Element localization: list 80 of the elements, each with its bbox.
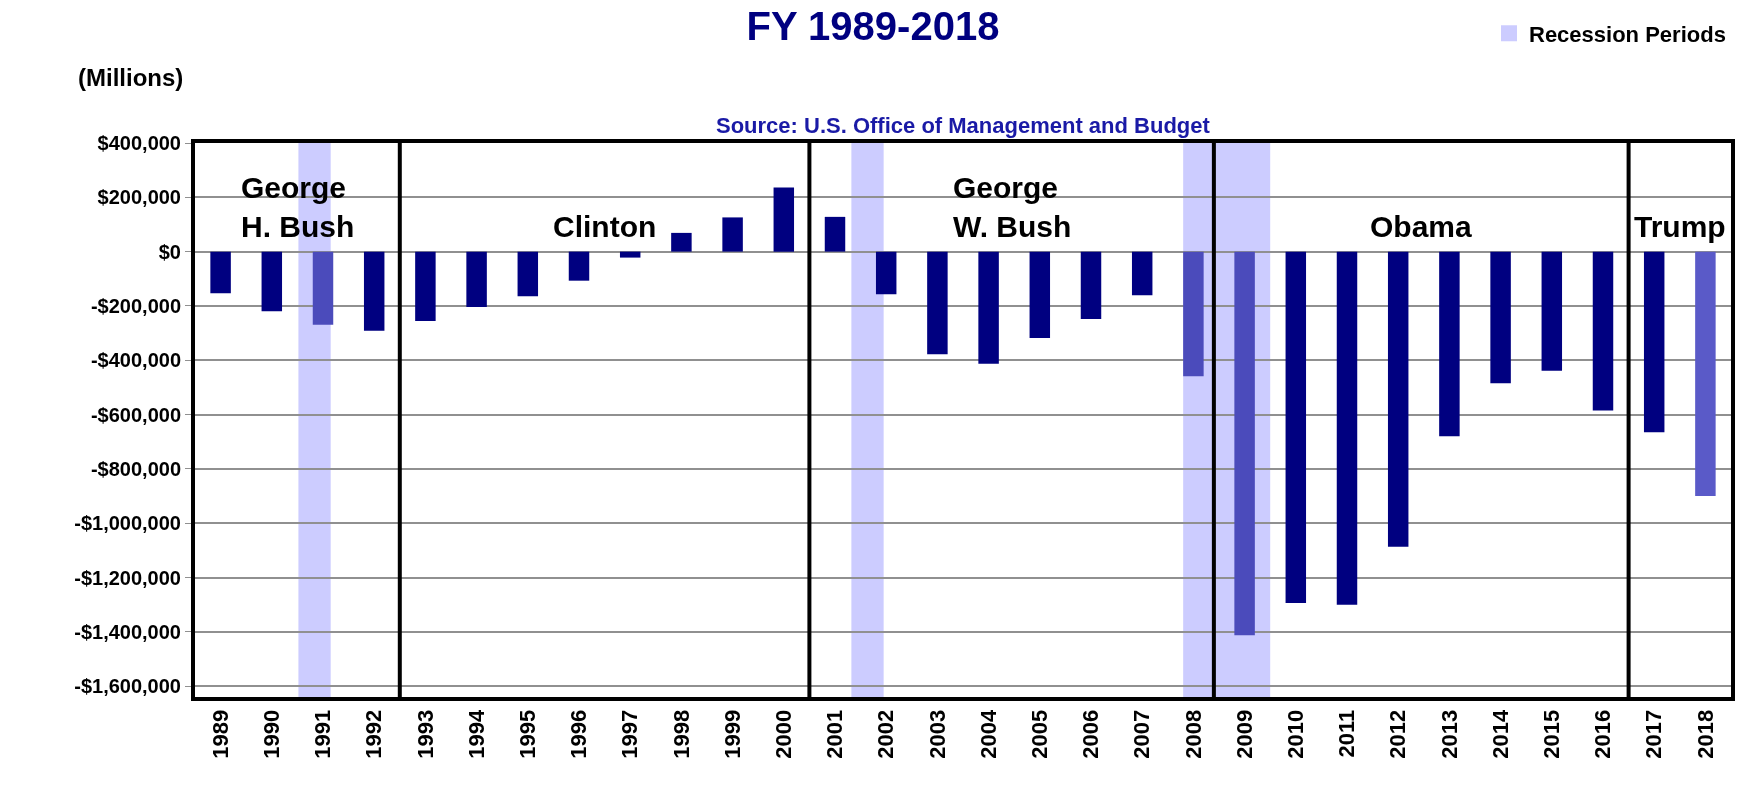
- y-tick-label: -$400,000: [90, 349, 181, 372]
- bar: [1439, 251, 1460, 437]
- x-tick-label: 1996: [566, 709, 592, 759]
- bar: [773, 187, 795, 252]
- x-tick-label: 2011: [1334, 709, 1360, 758]
- x-tick-label: 1999: [719, 709, 745, 759]
- x-tick-label: 2000: [770, 709, 796, 759]
- x-tick-label: 2003: [924, 709, 950, 759]
- bar: [1490, 251, 1511, 384]
- bar: [1080, 251, 1102, 319]
- bar: [722, 217, 743, 252]
- bar: [1541, 251, 1563, 371]
- x-tick-label: 2008: [1180, 709, 1206, 759]
- y-tick-label: -$1,000,000: [74, 512, 181, 535]
- x-tick-label: 1995: [514, 709, 540, 759]
- bar: [1131, 251, 1153, 296]
- x-tick-label: 2005: [1026, 709, 1052, 759]
- bar: [978, 251, 999, 364]
- x-tick-label: 2013: [1436, 709, 1462, 759]
- bar: [415, 251, 436, 321]
- x-tick-label: 2010: [1282, 709, 1308, 759]
- y-tick-label: -$1,600,000: [74, 675, 181, 698]
- x-tick-label: 1992: [361, 709, 387, 759]
- annotation: Trump: [1634, 210, 1726, 243]
- bar: [927, 251, 948, 355]
- x-tick-label: 1989: [207, 709, 233, 759]
- x-tick-label: 1997: [617, 709, 643, 759]
- y-tick-label: -$1,200,000: [74, 566, 181, 589]
- y-tick-label: $200,000: [97, 186, 181, 209]
- x-tick-label: 2007: [1129, 709, 1155, 759]
- y-axis-title: (Millions): [78, 64, 184, 91]
- bar: [466, 251, 487, 308]
- bar: [210, 251, 231, 294]
- annotation: George H. Bush: [241, 171, 355, 243]
- bar: [1336, 251, 1358, 605]
- annotation: Obama: [1370, 210, 1473, 243]
- x-tick-label: 1994: [463, 709, 489, 759]
- bar: [1183, 251, 1204, 377]
- bar: [1592, 251, 1614, 411]
- x-tick-label: 1993: [412, 709, 438, 759]
- bar: [312, 251, 334, 325]
- y-tick-label: -$1,400,000: [74, 620, 181, 643]
- bar: [517, 251, 539, 297]
- bar: [568, 251, 590, 281]
- bar: [363, 251, 385, 331]
- bar: [1695, 251, 1716, 497]
- x-tick-label: 2001: [822, 709, 848, 759]
- x-tick-label: 1991: [310, 709, 336, 759]
- x-tick-label: 2002: [873, 709, 899, 759]
- annotation: Clinton: [553, 210, 657, 243]
- x-tick-label: 2017: [1641, 709, 1667, 759]
- x-tick-label: 2018: [1692, 709, 1718, 759]
- bar: [1285, 251, 1307, 604]
- bar: [1643, 251, 1665, 433]
- annotation: George W. Bush: [953, 171, 1072, 243]
- legend-label: Recession Periods: [1529, 21, 1726, 47]
- y-tick-label: $400,000: [97, 132, 181, 154]
- bar: [824, 216, 846, 252]
- bar: [875, 251, 897, 295]
- x-tick-label: 2004: [975, 709, 1001, 759]
- bar: [671, 232, 692, 252]
- bar: [1029, 251, 1051, 338]
- bar: [1234, 251, 1255, 636]
- bar: [619, 251, 641, 258]
- y-tick-label: $0: [158, 240, 181, 263]
- x-tick-label: 2012: [1385, 709, 1411, 759]
- bar: [1387, 251, 1409, 547]
- x-tick-label: 1990: [258, 709, 284, 759]
- x-tick-label: 2006: [1078, 709, 1104, 759]
- bar: [261, 251, 283, 312]
- chart-title: FY 1989-2018: [746, 3, 1000, 48]
- chart-subtitle: Source: U.S. Office of Management and Budget: [716, 113, 1211, 138]
- y-tick-label: -$200,000: [90, 294, 181, 317]
- x-tick-label: 2009: [1231, 709, 1257, 759]
- y-tick-label: -$600,000: [90, 403, 181, 426]
- x-tick-label: 2016: [1590, 709, 1616, 759]
- x-tick-label: 2014: [1487, 709, 1513, 759]
- x-tick-label: 2015: [1538, 709, 1564, 759]
- y-tick-label: -$800,000: [90, 457, 181, 480]
- x-tick-label: 1998: [668, 709, 694, 759]
